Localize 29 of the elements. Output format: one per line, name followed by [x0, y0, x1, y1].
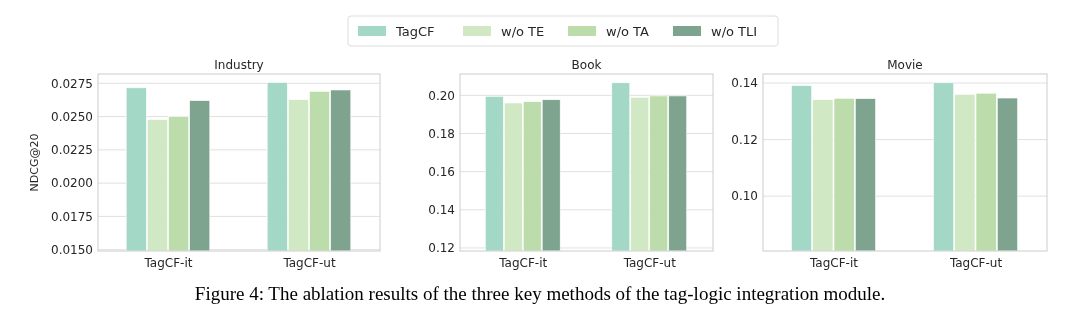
y-tick-label: 0.12	[731, 132, 758, 147]
x-tick-label: TagCF-ut	[948, 256, 1003, 270]
y-tick-label: 0.0250	[51, 109, 93, 124]
y-tick-label: 0.20	[428, 88, 455, 103]
y-tick-label: 0.0275	[51, 76, 93, 91]
x-tick-label: TagCF-it	[809, 256, 859, 270]
y-tick-label: 0.10	[731, 189, 758, 204]
y-tick-label: 0.16	[428, 164, 455, 179]
y-tick-label: 0.18	[428, 126, 455, 141]
y-axis-title: NDCG@20	[28, 133, 41, 192]
y-tick-label: 0.14	[428, 203, 455, 217]
legend-label: w/o TA	[606, 23, 650, 39]
legend-label: TagCF	[395, 23, 435, 39]
x-tick-label: TagCF-it	[498, 256, 548, 270]
legend-label: w/o TLI	[711, 23, 758, 39]
y-tick-label: 0.0150	[51, 242, 93, 257]
x-tick-label: TagCF-it	[143, 256, 193, 270]
y-tick-label: 0.0225	[51, 143, 93, 158]
y-tick-label: 0.14	[731, 76, 758, 91]
chart-title: Movie	[887, 58, 923, 72]
y-tick-label: 0.0175	[51, 209, 93, 224]
y-tick-label: 0.12	[428, 241, 455, 256]
x-tick-label: TagCF-ut	[622, 256, 677, 270]
y-tick-label: 0.0200	[51, 176, 93, 191]
x-tick-label: TagCF-ut	[282, 256, 336, 270]
legend-label: w/o TE	[501, 23, 545, 39]
chart-title: Book	[571, 58, 602, 72]
caption: Figure 4: The ablation results of the three key methods of the tag-logic integration module.	[194, 283, 886, 304]
chart-title: Industry	[214, 58, 264, 72]
